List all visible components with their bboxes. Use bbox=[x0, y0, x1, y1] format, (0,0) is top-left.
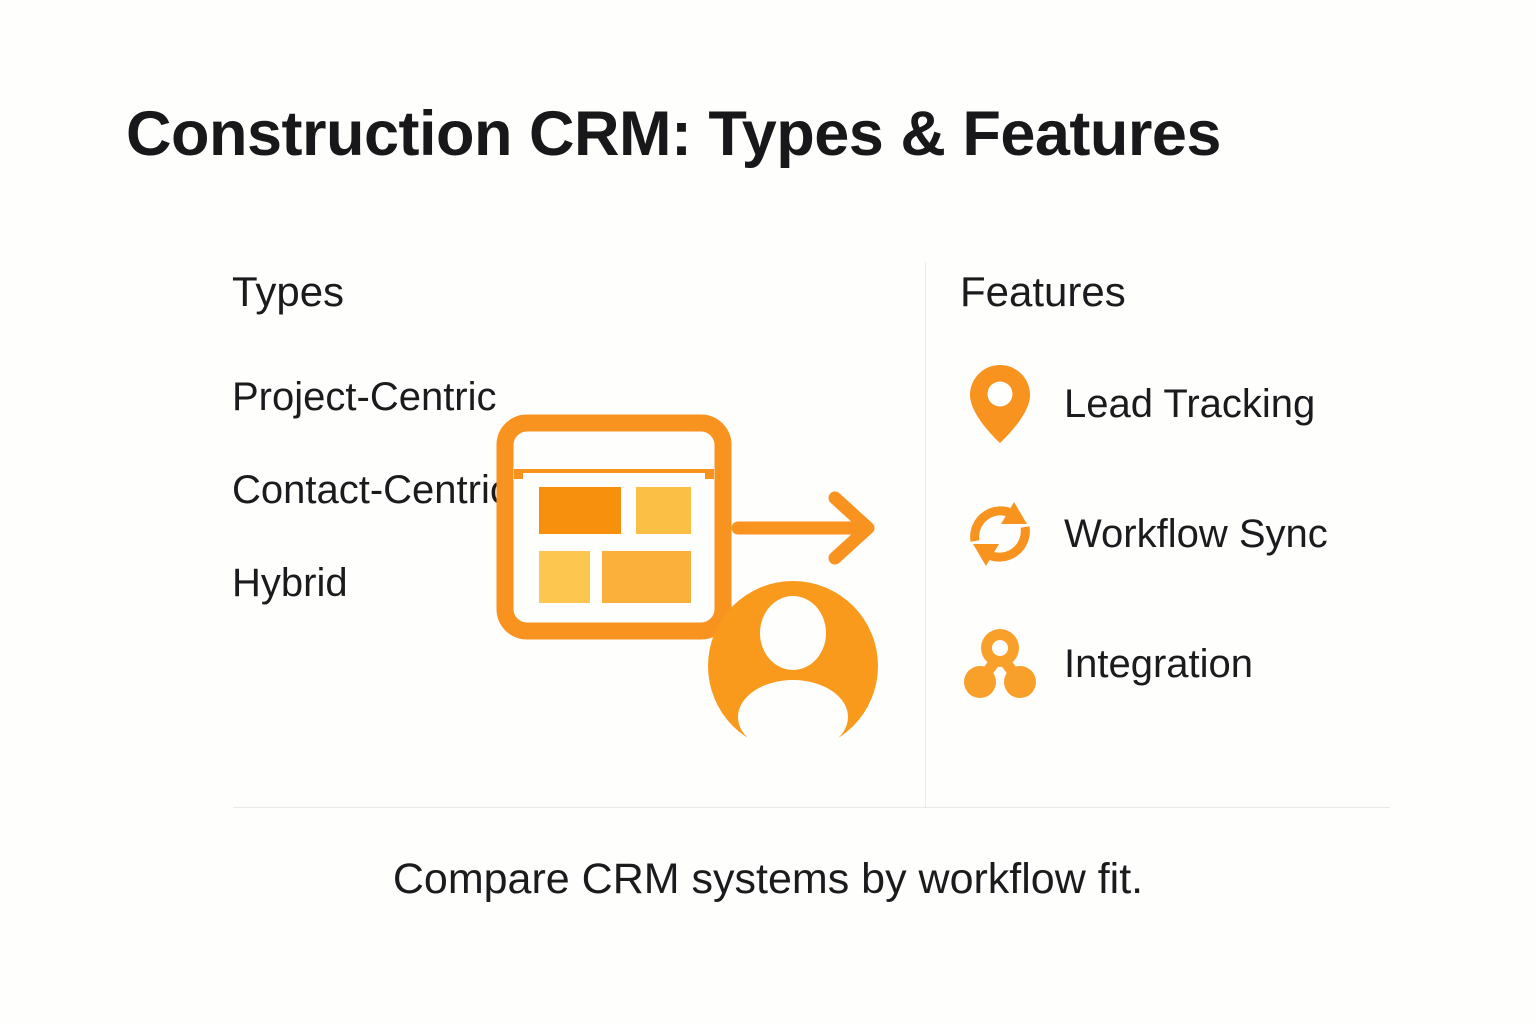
crm-dashboard-to-contact-illustration bbox=[495, 405, 905, 765]
sync-arrows-icon bbox=[962, 493, 1038, 575]
map-pin-icon bbox=[962, 363, 1038, 445]
list-item-label: Integration bbox=[1064, 641, 1254, 686]
footer-caption: Compare CRM systems by workflow fit. bbox=[392, 855, 1144, 903]
footer-divider-horizontal bbox=[233, 807, 1390, 808]
page-title: Construction CRM: Types & Features bbox=[126, 99, 1221, 169]
features-list: Lead Tracking Workflow Sync bbox=[962, 360, 1328, 708]
list-item: Hybrid bbox=[232, 561, 348, 605]
list-item: Integration bbox=[962, 620, 1328, 708]
features-column-heading: Features bbox=[960, 268, 1126, 315]
list-item: Lead Tracking bbox=[962, 360, 1328, 448]
types-list: Project-Centric Contact-Centric Hybrid bbox=[232, 372, 532, 609]
arrow-right-icon bbox=[731, 491, 875, 565]
node-graph-icon bbox=[962, 623, 1038, 705]
browser-window-icon bbox=[496, 414, 732, 640]
list-item: Project-Centric bbox=[232, 375, 497, 419]
list-item-label: Lead Tracking bbox=[1064, 381, 1316, 426]
list-item: Workflow Sync bbox=[962, 490, 1328, 578]
user-avatar-icon bbox=[708, 581, 878, 754]
list-item: Contact-Centric bbox=[232, 468, 510, 512]
types-column-heading: Types bbox=[232, 268, 345, 315]
list-item-label: Workflow Sync bbox=[1064, 511, 1328, 556]
column-divider-vertical bbox=[925, 262, 926, 807]
